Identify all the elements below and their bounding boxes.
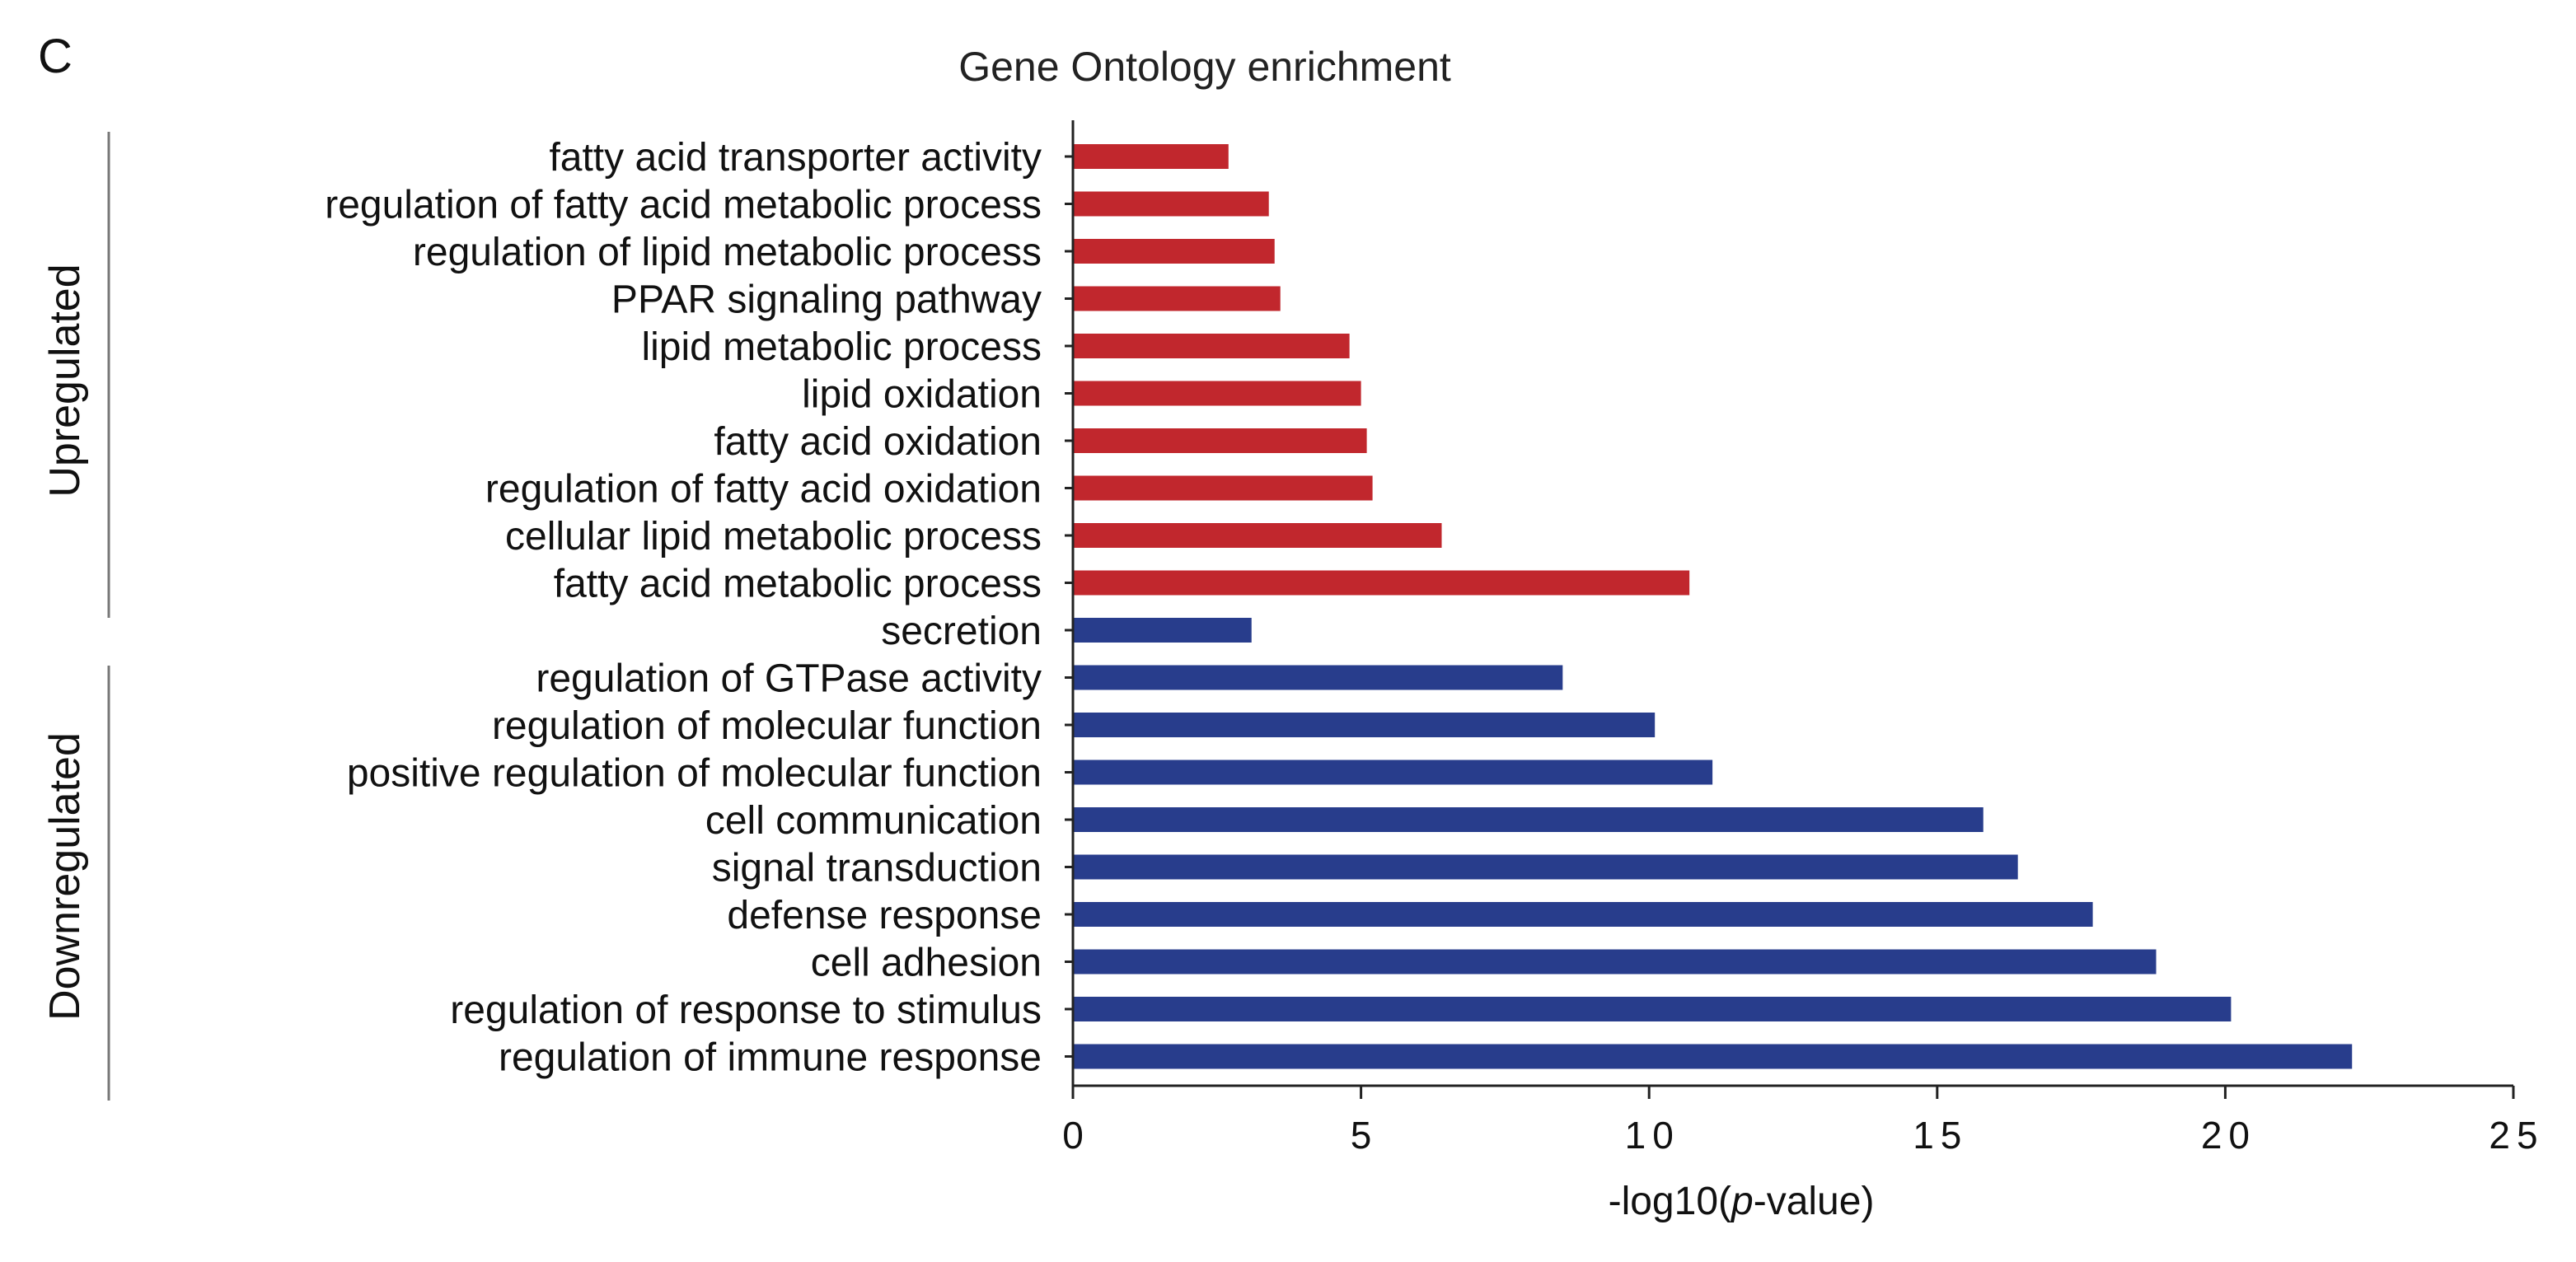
category-label: cell communication — [705, 799, 1042, 843]
x-tick-label: 5 — [1351, 1114, 1379, 1157]
category-label: fatty acid metabolic process — [554, 563, 1042, 606]
downregulated-label: Downregulated — [41, 732, 89, 1021]
bar-lipid-metabolic-process — [1073, 334, 1350, 358]
bar-fatty-acid-oxidation — [1073, 428, 1367, 453]
chart-title: Gene Ontology enrichment — [958, 44, 1451, 90]
category-label: regulation of fatty acid oxidation — [485, 468, 1042, 512]
panel-letter: C — [38, 30, 73, 83]
bar-fatty-acid-transporter-activity — [1073, 144, 1229, 169]
category-label: regulation of immune response — [499, 1036, 1042, 1080]
bar-regulation-of-lipid-metabolic-process — [1073, 239, 1275, 264]
category-label: regulation of GTPase activity — [536, 657, 1042, 701]
bar-regulation-of-fatty-acid-oxidation — [1073, 475, 1373, 501]
category-label: fatty acid transporter activity — [549, 136, 1042, 180]
bar-regulation-of-response-to-stimulus — [1073, 997, 2232, 1021]
bar-ppar-signaling-pathway — [1073, 286, 1281, 311]
category-label: lipid oxidation — [802, 373, 1042, 417]
bar-secretion — [1073, 618, 1252, 643]
x-tick-label: 20 — [2201, 1114, 2256, 1157]
category-label: fatty acid oxidation — [714, 420, 1042, 464]
category-label: regulation of response to stimulus — [450, 989, 1042, 1032]
category-labels: fatty acid transporter activityregulatio… — [325, 136, 1073, 1080]
bar-cell-communication — [1073, 807, 1984, 832]
x-tick-label: 25 — [2489, 1114, 2544, 1157]
category-label: cell adhesion — [811, 942, 1042, 985]
bar-regulation-of-immune-response — [1073, 1044, 2353, 1069]
bar-regulation-of-molecular-function — [1073, 713, 1656, 737]
category-label: secretion — [881, 610, 1042, 653]
bar-positive-regulation-of-molecular-function — [1073, 760, 1713, 785]
x-tick-label: 15 — [1913, 1114, 1968, 1157]
bar-regulation-of-fatty-acid-metabolic-process — [1073, 191, 1269, 217]
upregulated-label: Upregulated — [41, 264, 89, 497]
category-label: cellular lipid metabolic process — [505, 515, 1042, 559]
bar-signal-transduction — [1073, 854, 2018, 880]
x-axis-label: -log10(p-value) — [1609, 1180, 1875, 1223]
bar-regulation-of-gtpase-activity — [1073, 665, 1563, 690]
bar-lipid-oxidation — [1073, 381, 1361, 406]
bar-cell-adhesion — [1073, 949, 2157, 975]
x-axis-ticks: 0 5 10 15 20 25 — [1062, 1086, 2544, 1157]
category-label: regulation of molecular function — [492, 704, 1042, 748]
category-label: defense response — [727, 894, 1042, 937]
category-label: PPAR signaling pathway — [611, 278, 1042, 322]
x-tick-label: 10 — [1625, 1114, 1680, 1157]
x-tick-label: 0 — [1062, 1114, 1090, 1157]
bar-defense-response — [1073, 902, 2093, 927]
category-label: signal transduction — [712, 847, 1042, 890]
category-label: regulation of fatty acid metabolic proce… — [325, 184, 1042, 227]
bar-cellular-lipid-metabolic-process — [1073, 523, 1442, 548]
category-label: regulation of lipid metabolic process — [413, 231, 1042, 274]
category-label: lipid metabolic process — [641, 325, 1042, 369]
bar-fatty-acid-metabolic-process — [1073, 570, 1690, 596]
category-label: positive regulation of molecular functio… — [347, 752, 1042, 796]
bars-layer — [1073, 144, 2353, 1069]
